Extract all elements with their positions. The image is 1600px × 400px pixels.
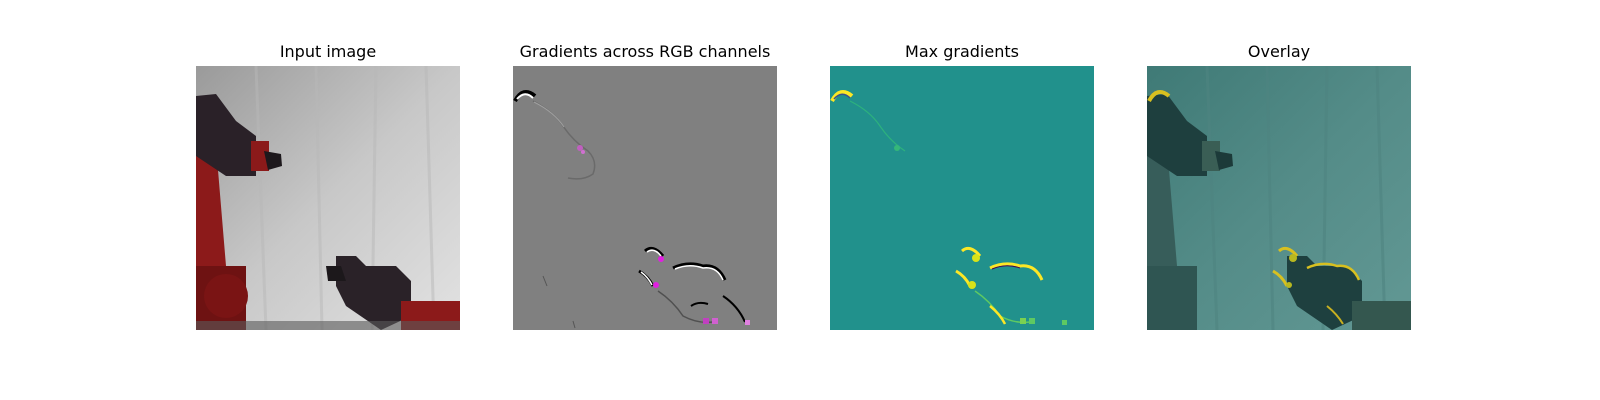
input-image <box>196 66 460 330</box>
panel-title: Input image <box>156 42 500 62</box>
panel-overlay: Overlay <box>1147 0 1411 400</box>
max-gradients-image <box>830 66 1094 330</box>
panel-title: Max gradients <box>790 42 1134 62</box>
overlay-image <box>1147 66 1411 330</box>
panel-title: Overlay <box>1107 42 1451 62</box>
panel-input-image: Input image <box>196 0 460 400</box>
panel-gradients-rgb: Gradients across RGB channels <box>513 0 777 400</box>
panel-max-gradients: Max gradients <box>830 0 1094 400</box>
panel-title: Gradients across RGB channels <box>473 42 817 62</box>
gradients-rgb-image <box>513 66 777 330</box>
